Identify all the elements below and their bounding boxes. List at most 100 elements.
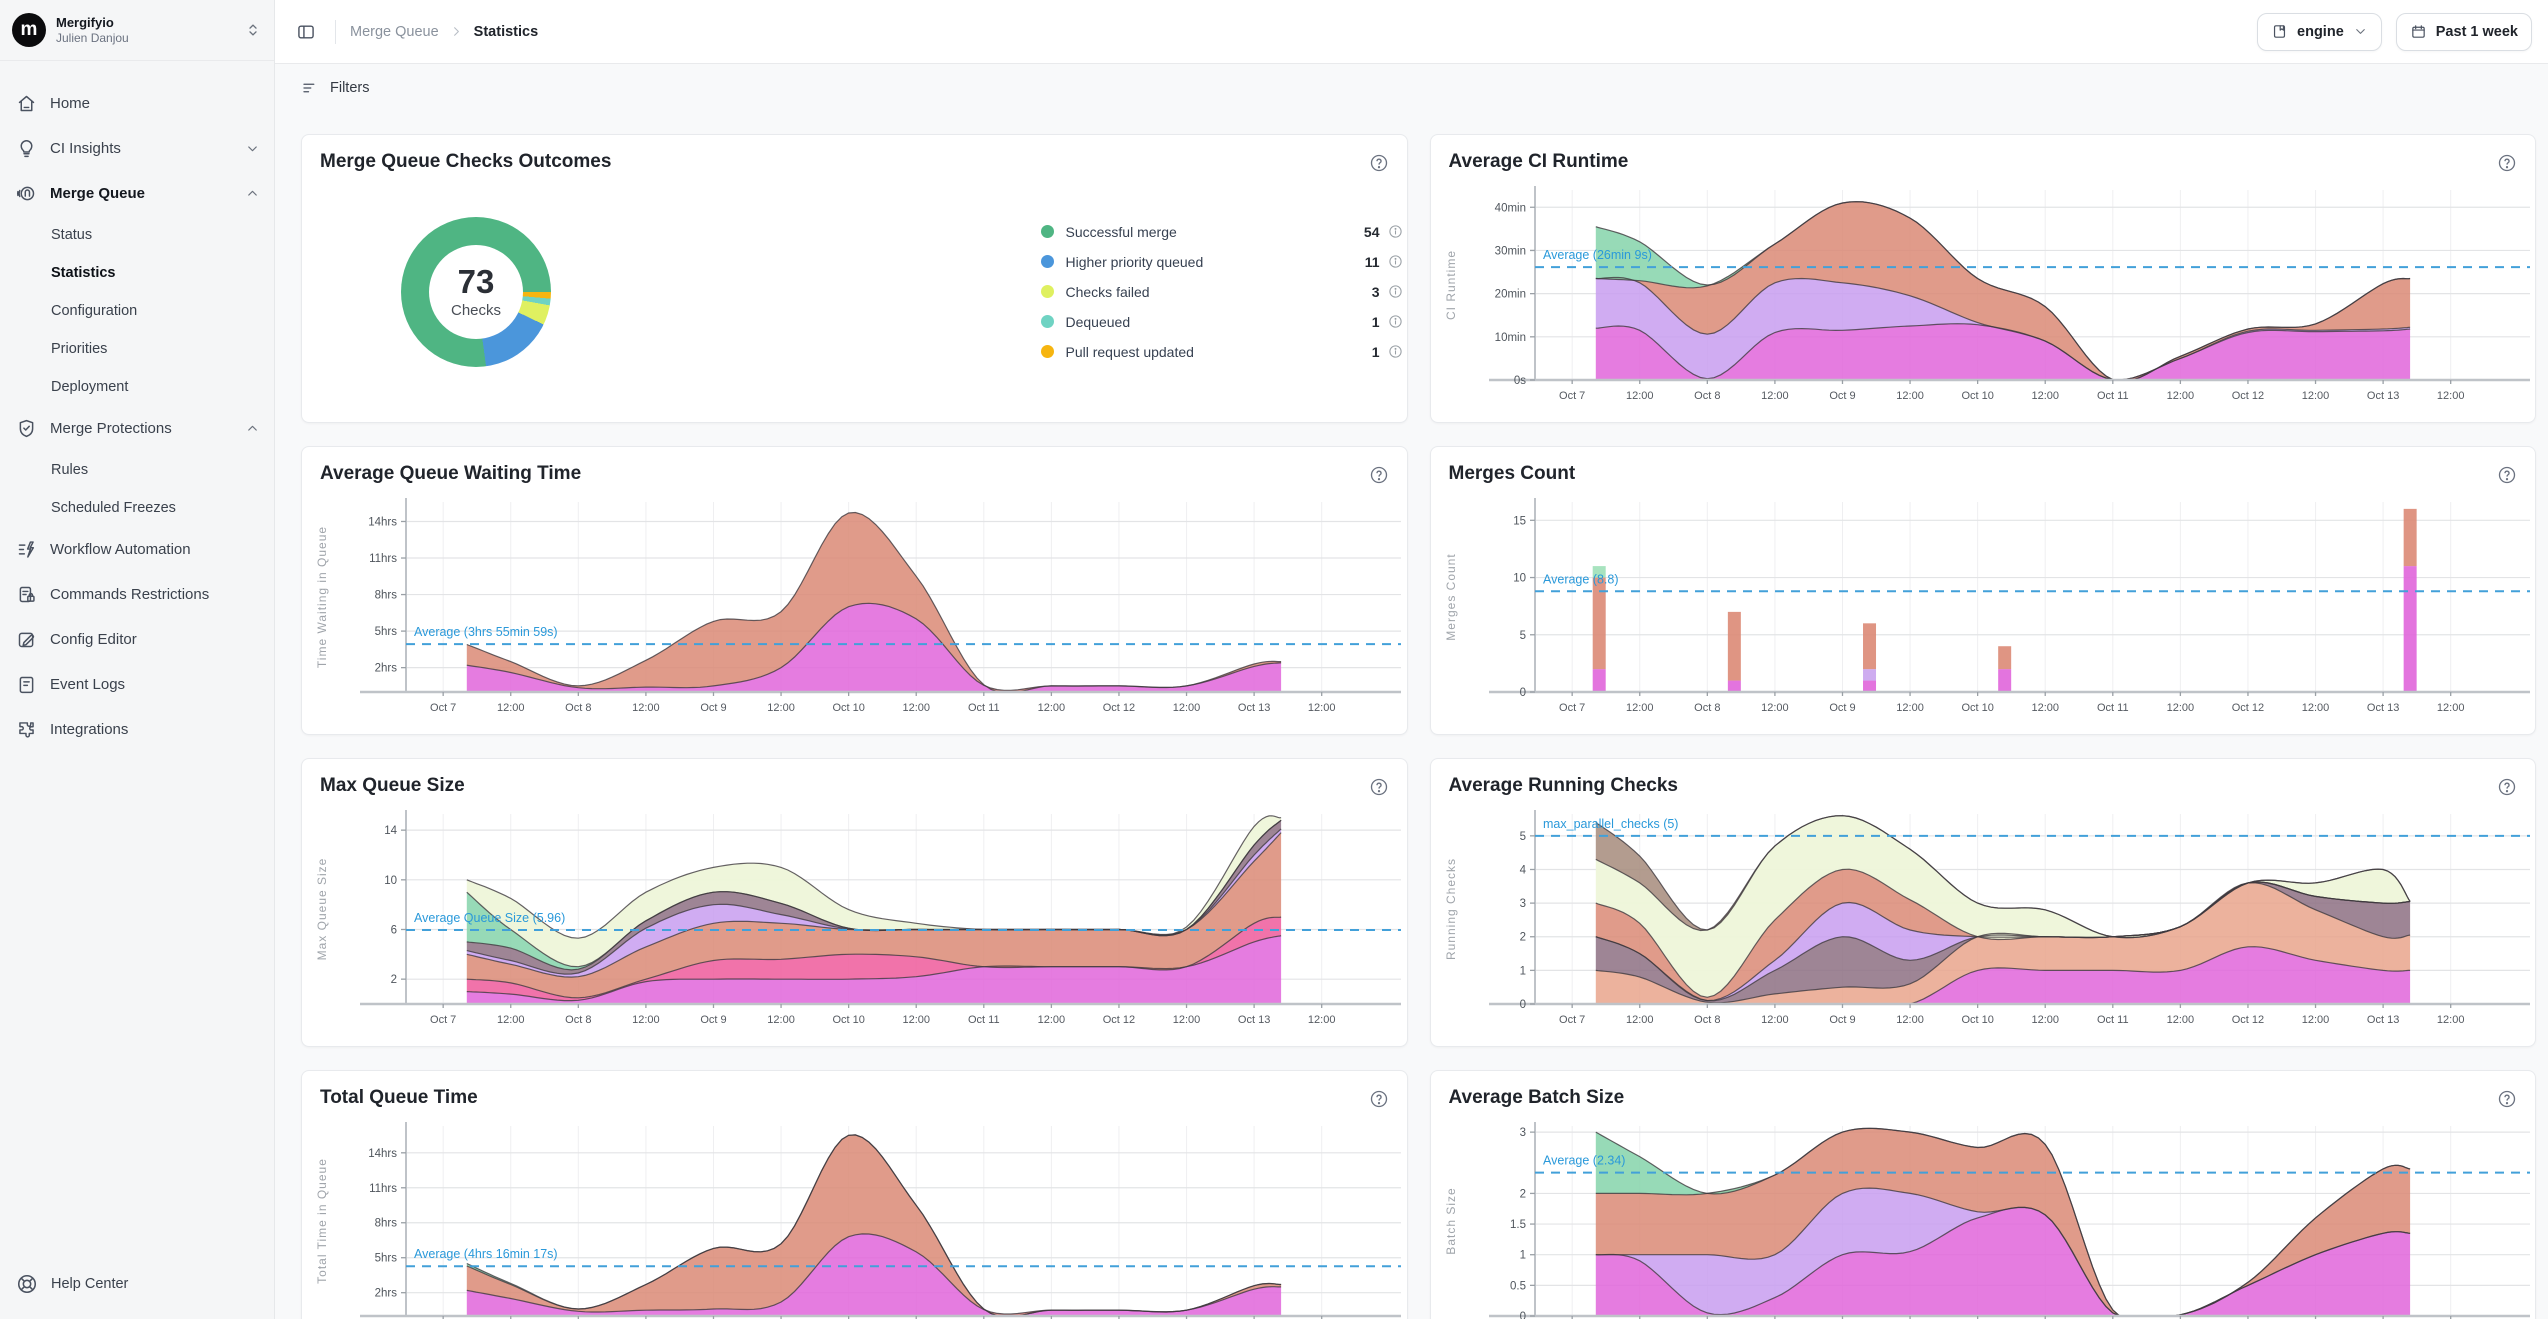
puzzle-icon [16,719,37,740]
chevron-down-icon [2353,24,2368,39]
help-center-label: Help Center [51,1276,129,1292]
chevron-up-icon [245,421,260,436]
svg-text:12:00: 12:00 [497,702,525,714]
repository-select[interactable]: engine [2257,12,2382,51]
sidebar-item-rules[interactable]: Rules [0,451,274,489]
sidebar-item-merge-queue[interactable]: Merge Queue [0,171,274,216]
legend-label: Pull request updated [1065,343,1194,360]
info-icon[interactable] [1388,344,1403,359]
sidebar-item-label: Integrations [50,721,129,738]
home-icon [16,93,37,114]
svg-text:12:00: 12:00 [1308,1014,1336,1026]
updown-chevrons-icon [244,21,262,39]
svg-text:8hrs: 8hrs [375,1218,398,1230]
time-range-value: Past 1 week [2435,23,2518,40]
svg-text:Oct 12: Oct 12 [2231,390,2263,402]
svg-text:Oct 8: Oct 8 [1694,1014,1720,1026]
legend-item[interactable]: Successful merge 54 [1040,224,1403,240]
sidebar-nav: Home CI Insights Merge Queue Status Statisti… [0,61,274,1273]
svg-text:Oct 11: Oct 11 [968,1014,1000,1026]
help-center[interactable]: Help Center [0,1273,274,1319]
sidebar-item-scheduled-freezes[interactable]: Scheduled Freezes [0,489,274,527]
card-ci-runtime: Average CI Runtime Oct 7 12:00 Oct 8 12:00 Oc… [1429,134,2536,423]
card-help-icon[interactable] [1369,153,1389,178]
sidebar-item-status[interactable]: Status [0,216,274,254]
svg-text:Oct 7: Oct 7 [1559,390,1585,402]
svg-text:2: 2 [1519,1188,1525,1200]
svg-text:Oct 7: Oct 7 [1559,1014,1585,1026]
info-icon[interactable] [1388,224,1403,239]
sidebar-toggle-button[interactable] [291,17,321,47]
legend-label: Higher priority queued [1065,253,1204,270]
svg-text:12:00: 12:00 [767,702,795,714]
svg-text:CI Runtime: CI Runtime [1444,250,1458,320]
legend-label: Checks failed [1065,283,1150,300]
svg-text:Oct 10: Oct 10 [1961,1014,1993,1026]
org-user: Julien Danjou [56,31,129,46]
svg-text:14: 14 [384,825,397,837]
mergify-logo: m [12,13,46,47]
svg-text:Oct 12: Oct 12 [1103,1014,1135,1026]
svg-text:Oct 9: Oct 9 [1829,390,1855,402]
sidebar-item-event-logs[interactable]: Event Logs [0,662,274,707]
legend-item[interactable]: Pull request updated 1 [1040,343,1403,360]
svg-text:0: 0 [1519,999,1525,1011]
filters-button[interactable]: Filters [301,79,369,97]
donut-legend: Successful merge 54 Higher priority queued… [1040,224,1403,360]
legend-dot [1040,225,1054,238]
sidebar-item-workflow-automation[interactable]: Workflow Automation [0,527,274,572]
sidebar-item-priorities[interactable]: Priorities [0,330,274,368]
info-icon[interactable] [1388,254,1403,269]
sidebar-subitem-label: Priorities [51,341,108,357]
legend-label: Dequeued [1065,313,1131,330]
charts-grid: Merge Queue Checks Outcomes 73 Checks Succe… [275,111,2548,1319]
card-help-icon[interactable] [2497,777,2517,802]
org-switcher[interactable]: m Mergifyio Julien Danjou [0,0,274,61]
svg-text:12:00: 12:00 [2166,390,2194,402]
lifebuoy-icon [16,1273,38,1295]
chevron-down-icon [245,141,260,156]
svg-text:Oct 11: Oct 11 [2097,702,2129,714]
time-range-button[interactable]: Past 1 week [2395,12,2532,51]
card-header: Merges Count [1431,447,2536,490]
sidebar-item-ci-insights[interactable]: CI Insights [0,126,274,171]
legend-item[interactable]: Dequeued 1 [1040,313,1403,330]
sidebar-item-configuration[interactable]: Configuration [0,292,274,330]
card-help-icon[interactable] [2497,465,2517,490]
info-icon[interactable] [1388,284,1403,299]
legend-dot [1040,255,1054,268]
sidebar-item-commands-restrictions[interactable]: Commands Restrictions [0,572,274,617]
sidebar-item-label: Workflow Automation [50,541,191,558]
sidebar-item-deployment[interactable]: Deployment [0,368,274,406]
svg-text:8hrs: 8hrs [375,590,398,602]
svg-text:12:00: 12:00 [1625,702,1653,714]
svg-text:1: 1 [1519,1250,1525,1262]
info-icon[interactable] [1388,314,1403,329]
svg-text:12:00: 12:00 [1761,702,1789,714]
svg-text:Oct 10: Oct 10 [1961,702,1993,714]
legend-item[interactable]: Higher priority queued 11 [1040,253,1403,270]
svg-text:1: 1 [1519,965,1525,977]
card-help-icon[interactable] [1369,777,1389,802]
card-help-icon[interactable] [2497,1089,2517,1114]
svg-text:12:00: 12:00 [2301,702,2329,714]
legend-value: 3 [1371,283,1380,300]
sidebar-item-statistics[interactable]: Statistics [0,254,274,292]
svg-text:2: 2 [391,974,397,986]
donut-center-label: Checks [450,301,502,319]
svg-text:Oct 9: Oct 9 [700,1014,726,1026]
sidebar-item-merge-protections[interactable]: Merge Protections [0,406,274,451]
legend-item[interactable]: Checks failed 3 [1040,283,1403,300]
svg-text:Oct 10: Oct 10 [832,1014,864,1026]
card-help-icon[interactable] [1369,465,1389,490]
book-icon [2271,23,2288,40]
card-help-icon[interactable] [1369,1089,1389,1114]
main-area: Merge Queue Statistics engine [275,0,2548,1319]
svg-text:Average (2.34): Average (2.34) [1543,1154,1625,1168]
card-help-icon[interactable] [2497,153,2517,178]
card-max-queue-size: Max Queue Size Oct 7 12:00 Oct 8 12:00 Oct 9 1… [301,758,1408,1047]
sidebar-item-integrations[interactable]: Integrations [0,707,274,752]
breadcrumb-merge-queue[interactable]: Merge Queue [350,23,439,40]
sidebar-item-config-editor[interactable]: Config Editor [0,617,274,662]
sidebar-item-home[interactable]: Home [0,81,274,126]
